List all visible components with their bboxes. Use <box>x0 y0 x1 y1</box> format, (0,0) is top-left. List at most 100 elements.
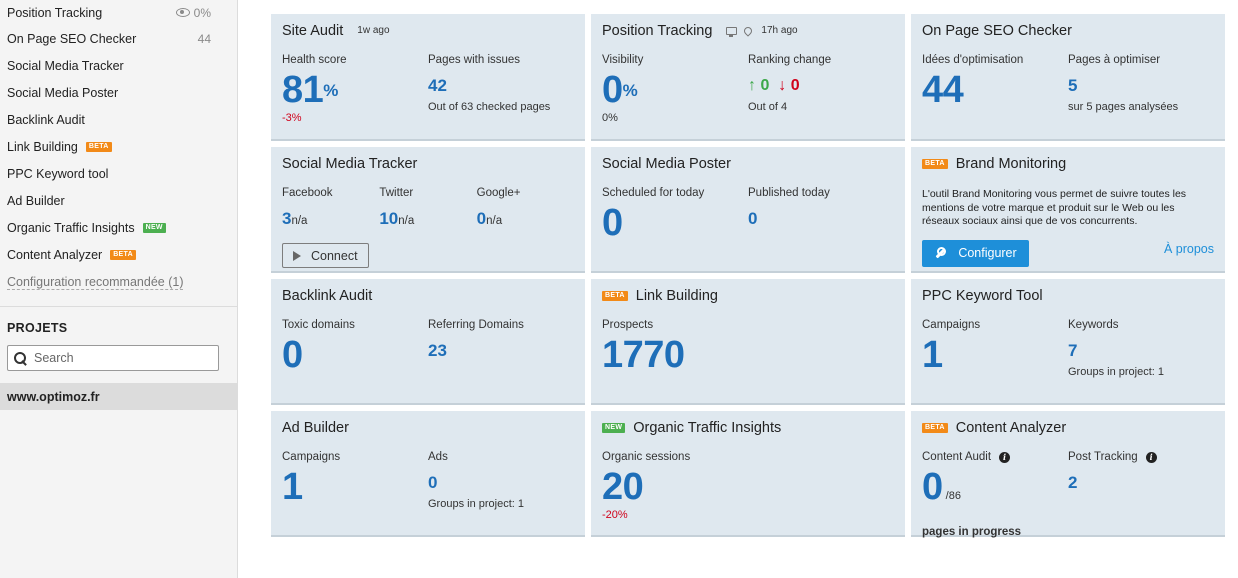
card-title[interactable]: Social Media Tracker <box>282 155 418 172</box>
sidebar-item-content-analyzer[interactable]: Content Analyzer BETA <box>0 241 237 268</box>
campaigns-label: Campaigns <box>282 451 341 463</box>
new-badge: NEW <box>142 222 166 233</box>
project-search[interactable] <box>7 345 219 371</box>
twitter-value[interactable]: 10n/a <box>379 209 415 228</box>
arrow-down-icon: ↓ <box>778 77 787 94</box>
position-tracking-card[interactable]: Position Tracking 17h ago Visibility 0% 0… <box>591 14 905 141</box>
sidebar-item-label: Ad Builder <box>7 193 65 208</box>
health-score-value[interactable]: 81% <box>282 69 339 111</box>
post-tracking-value[interactable]: 2 <box>1068 473 1078 492</box>
ppc-keyword-card[interactable]: PPC Keyword Tool Campaigns 1 Keywords 7 … <box>911 279 1225 405</box>
referring-domains-value[interactable]: 23 <box>428 341 447 360</box>
visibility-label: Visibility <box>602 54 644 66</box>
card-title[interactable]: Ad Builder <box>282 419 349 436</box>
card-title[interactable]: Site Audit <box>282 22 344 39</box>
site-audit-card[interactable]: Site Audit 1w ago Health score 81% -3% Pa… <box>271 14 585 141</box>
brand-description: L'outil Brand Monitoring vous permet de … <box>922 188 1187 227</box>
connect-button[interactable]: Connect <box>282 243 369 268</box>
project-item[interactable]: www.optimoz.fr <box>0 383 237 410</box>
organic-sessions-label: Organic sessions <box>602 451 691 463</box>
sidebar-item-label: On Page SEO Checker <box>7 31 137 46</box>
organic-sessions-value[interactable]: 20 <box>602 466 644 508</box>
organic-sessions-change: -20% <box>602 509 628 521</box>
sidebar: Position Tracking 0% On Page SEO Checker… <box>0 0 238 578</box>
divider <box>0 306 237 307</box>
sidebar-item-label: PPC Keyword tool <box>7 166 109 181</box>
twitter-label: Twitter <box>379 187 414 199</box>
card-title[interactable]: Organic Traffic Insights <box>633 419 782 436</box>
card-title[interactable]: Brand Monitoring <box>955 155 1067 172</box>
sidebar-item-on-page-seo[interactable]: On Page SEO Checker 44 <box>0 25 237 52</box>
google-plus-value[interactable]: 0n/a <box>476 209 503 228</box>
tool-list: Position Tracking 0% On Page SEO Checker… <box>0 0 237 268</box>
toxic-domains-value[interactable]: 0 <box>282 334 303 376</box>
prospects-value[interactable]: 1770 <box>602 334 685 376</box>
sidebar-item-ad-builder[interactable]: Ad Builder <box>0 187 237 214</box>
social-tracker-card[interactable]: Social Media Tracker Facebook 3n/a Twitt… <box>271 147 585 273</box>
recommended-config-link[interactable]: Configuration recommandée (1) <box>7 274 184 290</box>
keywords-sub: Groups in project: 1 <box>1068 366 1164 378</box>
desktop-icon <box>726 26 738 37</box>
card-title[interactable]: Content Analyzer <box>955 419 1067 436</box>
sidebar-item-social-tracker[interactable]: Social Media Tracker <box>0 52 237 79</box>
card-title[interactable]: On Page SEO Checker <box>922 22 1072 39</box>
ads-label: Ads <box>428 451 448 463</box>
published-value[interactable]: 0 <box>748 209 758 228</box>
sidebar-item-label: Social Media Poster <box>7 85 119 100</box>
sidebar-item-ppc-keyword[interactable]: PPC Keyword tool <box>0 160 237 187</box>
pages-optimize-value[interactable]: 5 <box>1068 76 1078 95</box>
post-tracking-label: Post Tracking i <box>1068 451 1214 465</box>
beta-badge: BETA <box>922 158 948 169</box>
search-input[interactable] <box>34 351 194 365</box>
referring-domains-label: Referring Domains <box>428 319 524 331</box>
card-title[interactable]: Social Media Poster <box>602 155 731 172</box>
sidebar-item-position-tracking[interactable]: Position Tracking 0% <box>0 0 237 25</box>
facebook-value[interactable]: 3n/a <box>282 209 308 228</box>
sidebar-item-social-poster[interactable]: Social Media Poster <box>0 79 237 106</box>
pages-optimize-label: Pages à optimiser <box>1068 54 1161 66</box>
ranking-change[interactable]: ↑ 0 ↓ 0 <box>748 75 894 97</box>
ads-value[interactable]: 0 <box>428 473 438 492</box>
ideas-value[interactable]: 44 <box>922 69 964 111</box>
card-title[interactable]: Link Building <box>635 287 718 304</box>
link-building-card[interactable]: BETA Link Building Prospects 1770 <box>591 279 905 405</box>
location-pin-icon <box>742 24 755 37</box>
card-title[interactable]: Position Tracking <box>602 22 713 39</box>
on-page-seo-card[interactable]: On Page SEO Checker Idées d'optimisation… <box>911 14 1225 141</box>
sidebar-item-backlink-audit[interactable]: Backlink Audit <box>0 106 237 133</box>
backlink-audit-card[interactable]: Backlink Audit Toxic domains 0 Referring… <box>271 279 585 405</box>
visibility-value[interactable]: 0% <box>602 69 638 111</box>
sidebar-item-label: Social Media Tracker <box>7 58 124 73</box>
wrench-icon <box>934 247 947 259</box>
card-title[interactable]: PPC Keyword Tool <box>922 287 1043 304</box>
sidebar-item-organic-traffic[interactable]: Organic Traffic Insights NEW <box>0 214 237 241</box>
pages-issues-label: Pages with issues <box>428 54 521 66</box>
content-analyzer-card[interactable]: BETA Content Analyzer Content Audit i 0/86… <box>911 411 1225 538</box>
keywords-value[interactable]: 7 <box>1068 341 1078 360</box>
social-poster-card[interactable]: Social Media Poster Scheduled for today … <box>591 147 905 273</box>
sidebar-item-label: Content Analyzer <box>7 247 103 262</box>
sidebar-item-label: Position Tracking <box>7 5 103 20</box>
content-audit-value[interactable]: 0/86 <box>922 466 961 508</box>
eye-icon <box>175 8 190 17</box>
beta-badge: BETA <box>110 249 136 260</box>
info-icon[interactable]: i <box>1145 452 1157 463</box>
campaigns-value[interactable]: 1 <box>922 334 943 376</box>
about-link[interactable]: À propos <box>1163 242 1214 256</box>
configure-button[interactable]: Configurer <box>922 239 1029 267</box>
info-icon[interactable]: i <box>999 452 1011 463</box>
pages-issues-value[interactable]: 42 <box>428 76 447 95</box>
pages-optimize-sub: sur 5 pages analysées <box>1068 101 1179 113</box>
sidebar-item-link-building[interactable]: Link Building BETA <box>0 133 237 160</box>
scheduled-value[interactable]: 0 <box>602 202 623 244</box>
scheduled-label: Scheduled for today <box>602 187 705 199</box>
brand-monitoring-card[interactable]: BETA Brand Monitoring L'outil Brand Monit… <box>911 147 1225 273</box>
sidebar-item-label: Backlink Audit <box>7 112 85 127</box>
ads-sub: Groups in project: 1 <box>428 498 524 510</box>
campaigns-value[interactable]: 1 <box>282 466 303 508</box>
beta-badge: BETA <box>85 141 112 152</box>
arrow-up-icon: ↑ <box>748 77 756 94</box>
card-title[interactable]: Backlink Audit <box>282 287 373 304</box>
ad-builder-card[interactable]: Ad Builder Campaigns 1 Ads 0 Groups in p… <box>271 411 585 537</box>
organic-traffic-card[interactable]: NEW Organic Traffic Insights Organic sess… <box>591 411 905 537</box>
